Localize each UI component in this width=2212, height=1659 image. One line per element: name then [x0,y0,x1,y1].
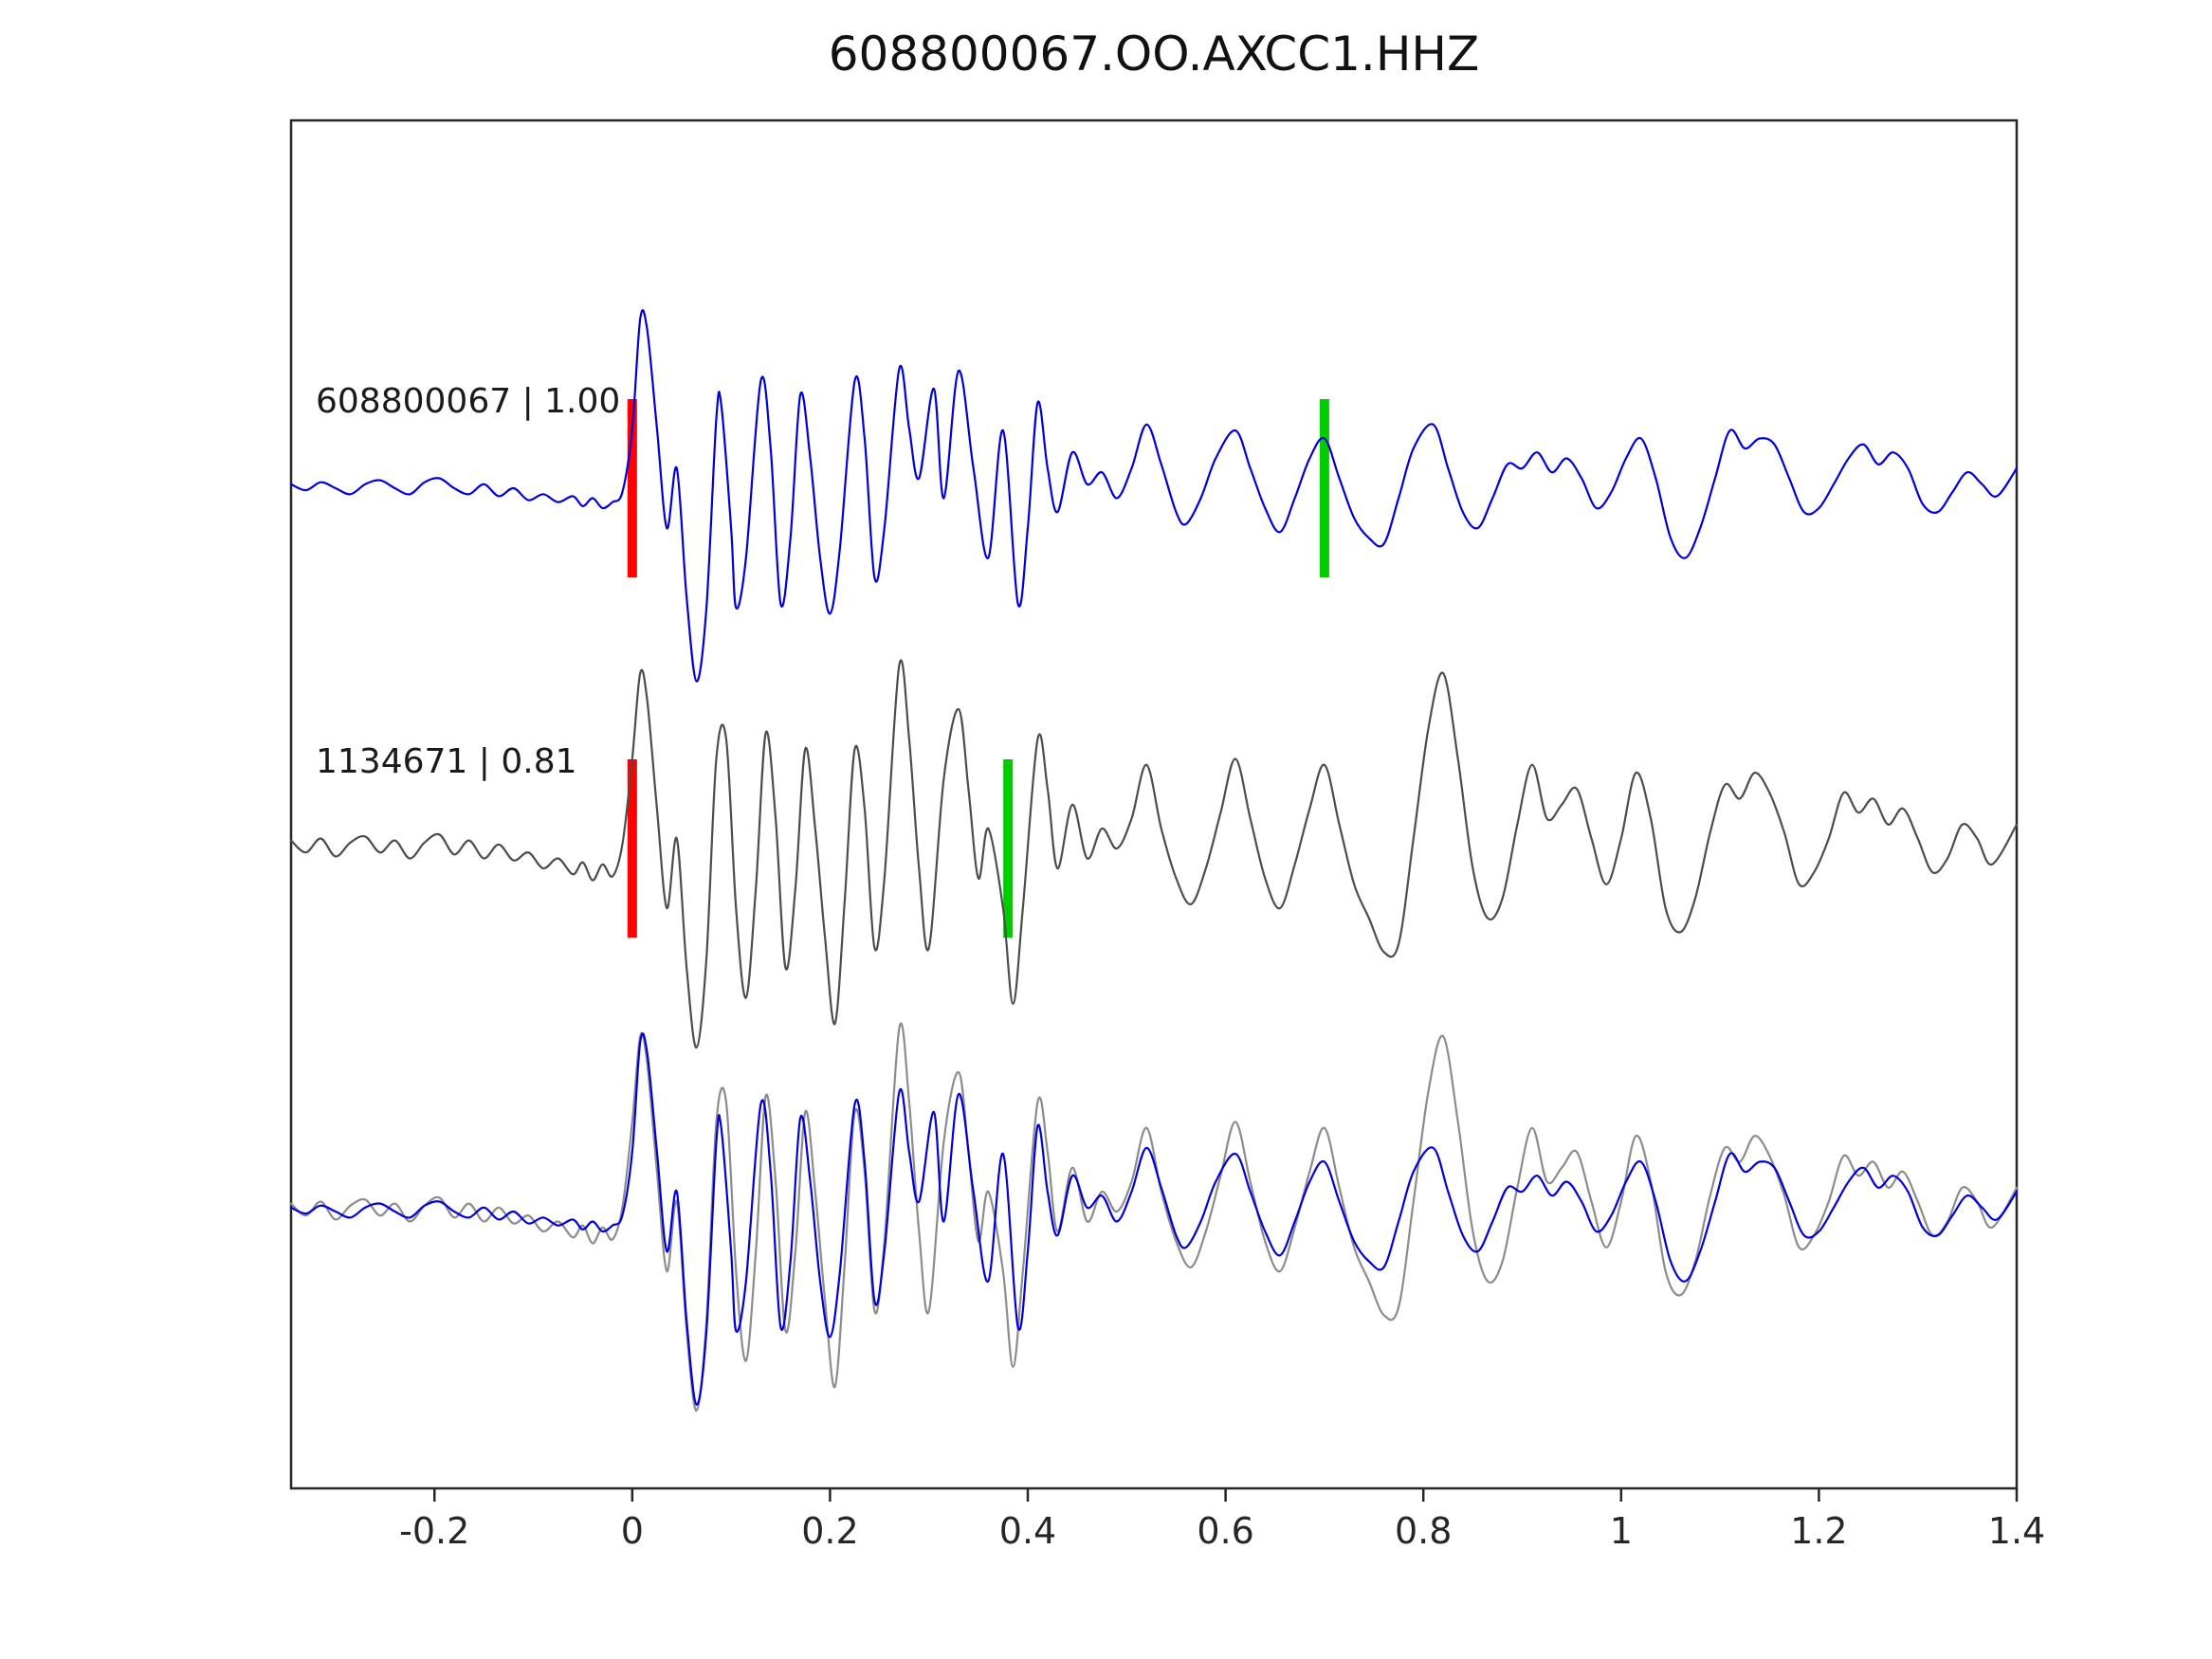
x-tick-label: 0.4 [999,1510,1056,1552]
chart-title: 608800067.OO.AXCC1.HHZ [828,27,1480,82]
trace-label-0: 608800067 | 1.00 [316,382,620,421]
trace-1134671-row2 [289,1022,2019,1413]
x-tick-label: 1.2 [1790,1510,1847,1552]
x-tick-label: 0.6 [1197,1510,1253,1552]
axes-frame [289,118,2019,1490]
trace-label-1: 1134671 | 0.81 [316,742,577,781]
x-tick-label: 0.2 [801,1510,858,1552]
trace-608800067-row2 [289,1031,2019,1406]
trace-608800067-row0 [289,308,2019,683]
x-tick-label: 1.4 [1988,1510,2045,1552]
x-tick-label: 1 [1610,1510,1633,1552]
x-tick-label: 0.8 [1395,1510,1452,1552]
trace-1134671-row1 [289,659,2019,1049]
x-tick-label: -0.2 [399,1510,469,1552]
x-tick-label: 0 [621,1510,644,1552]
